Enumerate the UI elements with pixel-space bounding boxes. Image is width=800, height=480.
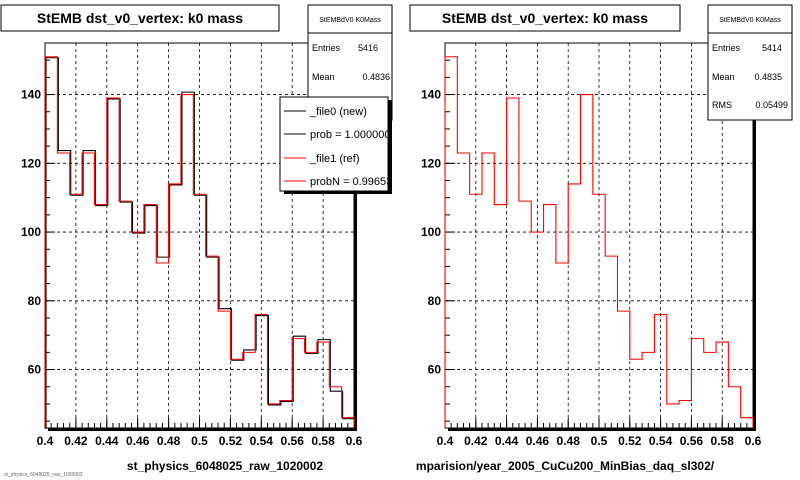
y-tick-label: 120 [421, 156, 441, 170]
chart-title-left: StEMB dst_v0_vertex: k0 mass [37, 10, 243, 26]
x-tick-label: 0.44 [95, 434, 119, 448]
x-tick-label: 0.44 [495, 434, 519, 448]
x-tick-label: 0.4 [37, 434, 54, 448]
x-tick-label: 0.52 [219, 434, 243, 448]
y-tick-label: 100 [21, 225, 41, 239]
stats-mean-value-left: 0.4836 [362, 72, 390, 82]
stats-mean-value-right: 0.4835 [754, 72, 782, 82]
x-tick-label: 0.5 [591, 434, 608, 448]
x-tick-label: 0.4 [437, 434, 454, 448]
y-tick-label: 140 [21, 88, 41, 102]
legend-left: _file0 (new) prob = 1.000000 _file1 (ref… [279, 96, 392, 194]
x-tick-label: 0.56 [281, 434, 305, 448]
stats-title-left: StEMBdV0 K0Mass [319, 17, 381, 24]
x-tick-label: 0.46 [126, 434, 150, 448]
y-tick-label: 120 [21, 156, 41, 170]
stats-mean-label-right: Mean [712, 72, 735, 82]
chart-title-right: StEMB dst_v0_vertex: k0 mass [442, 10, 648, 26]
y-tick-label: 80 [28, 294, 42, 308]
footer-note: st_physics_6048025_raw_1020002 [4, 472, 83, 478]
y-tick-label: 100 [421, 225, 441, 239]
legend-label-0: _file0 (new) [309, 106, 367, 118]
legend-label-3: probN = 0.99653 [310, 176, 392, 188]
title-box-right [409, 4, 681, 32]
stats-entries-label-right: Entries [712, 43, 741, 53]
x-axis-label-right: mparision/year_2005_CuCu200_MinBias_daq_… [416, 459, 715, 473]
plot-area-left: 0.4 0.42 0.44 0.46 0.48 0.5 0.52 0.54 0.56 0.58 0.… [21, 42, 363, 448]
stats-rms-value-right: 0.05499 [755, 100, 788, 110]
histogram-series [444, 56, 754, 428]
x-tick-label: 0.54 [250, 434, 274, 448]
legend-label-2: _file1 (ref) [309, 153, 360, 165]
x-tick-label: 0.48 [557, 434, 581, 448]
y-tick-label: 140 [421, 88, 441, 102]
x-tick-label: 0.48 [157, 434, 181, 448]
y-tick-label: 60 [28, 363, 42, 377]
x-tick-label: 0.52 [618, 434, 642, 448]
x-tick-label: 0.6 [346, 434, 363, 448]
x-tick-label: 0.56 [680, 434, 704, 448]
x-axis-label-left: st_physics_6048025_raw_1020002 [127, 459, 323, 473]
legend-label-1: prob = 1.000000 [310, 129, 390, 141]
x-tick-label: 0.54 [649, 434, 673, 448]
stats-title-right: StEMBdV0 K0Mass [719, 17, 781, 24]
stats-entries-value-left: 5416 [358, 43, 378, 53]
stats-mean-label-left: Mean [312, 72, 335, 82]
y-tick-label: 80 [428, 294, 442, 308]
panel-right: StEMB dst_v0_vertex: k0 mass 0.4 0.42 0.44… [409, 4, 793, 473]
histogram-series [45, 57, 356, 429]
x-tick-label: 0.6 [745, 434, 762, 448]
x-tick-label: 0.58 [711, 434, 735, 448]
title-box-left [0, 4, 280, 32]
x-tick-label: 0.58 [311, 434, 335, 448]
x-tick-label: 0.42 [64, 434, 88, 448]
y-tick-label: 60 [428, 363, 442, 377]
x-tick-label: 0.42 [464, 434, 488, 448]
plot-area-right: 0.4 0.42 0.44 0.46 0.48 0.5 0.52 0.54 0.56 0.58 0.… [421, 42, 762, 448]
panel-left: StEMB dst_v0_vertex: k0 mass 0.4 0.42 0.44… [0, 4, 393, 473]
stats-box-right: StEMBdV0 K0Mass Entries 5414 Mean 0.4835… [707, 4, 793, 121]
stats-entries-value-right: 5414 [762, 43, 782, 53]
stats-entries-label-left: Entries [312, 43, 341, 53]
histogram-series [44, 56, 355, 428]
x-tick-label: 0.46 [526, 434, 550, 448]
stats-rms-label-right: RMS [712, 100, 732, 110]
x-tick-label: 0.5 [191, 434, 208, 448]
